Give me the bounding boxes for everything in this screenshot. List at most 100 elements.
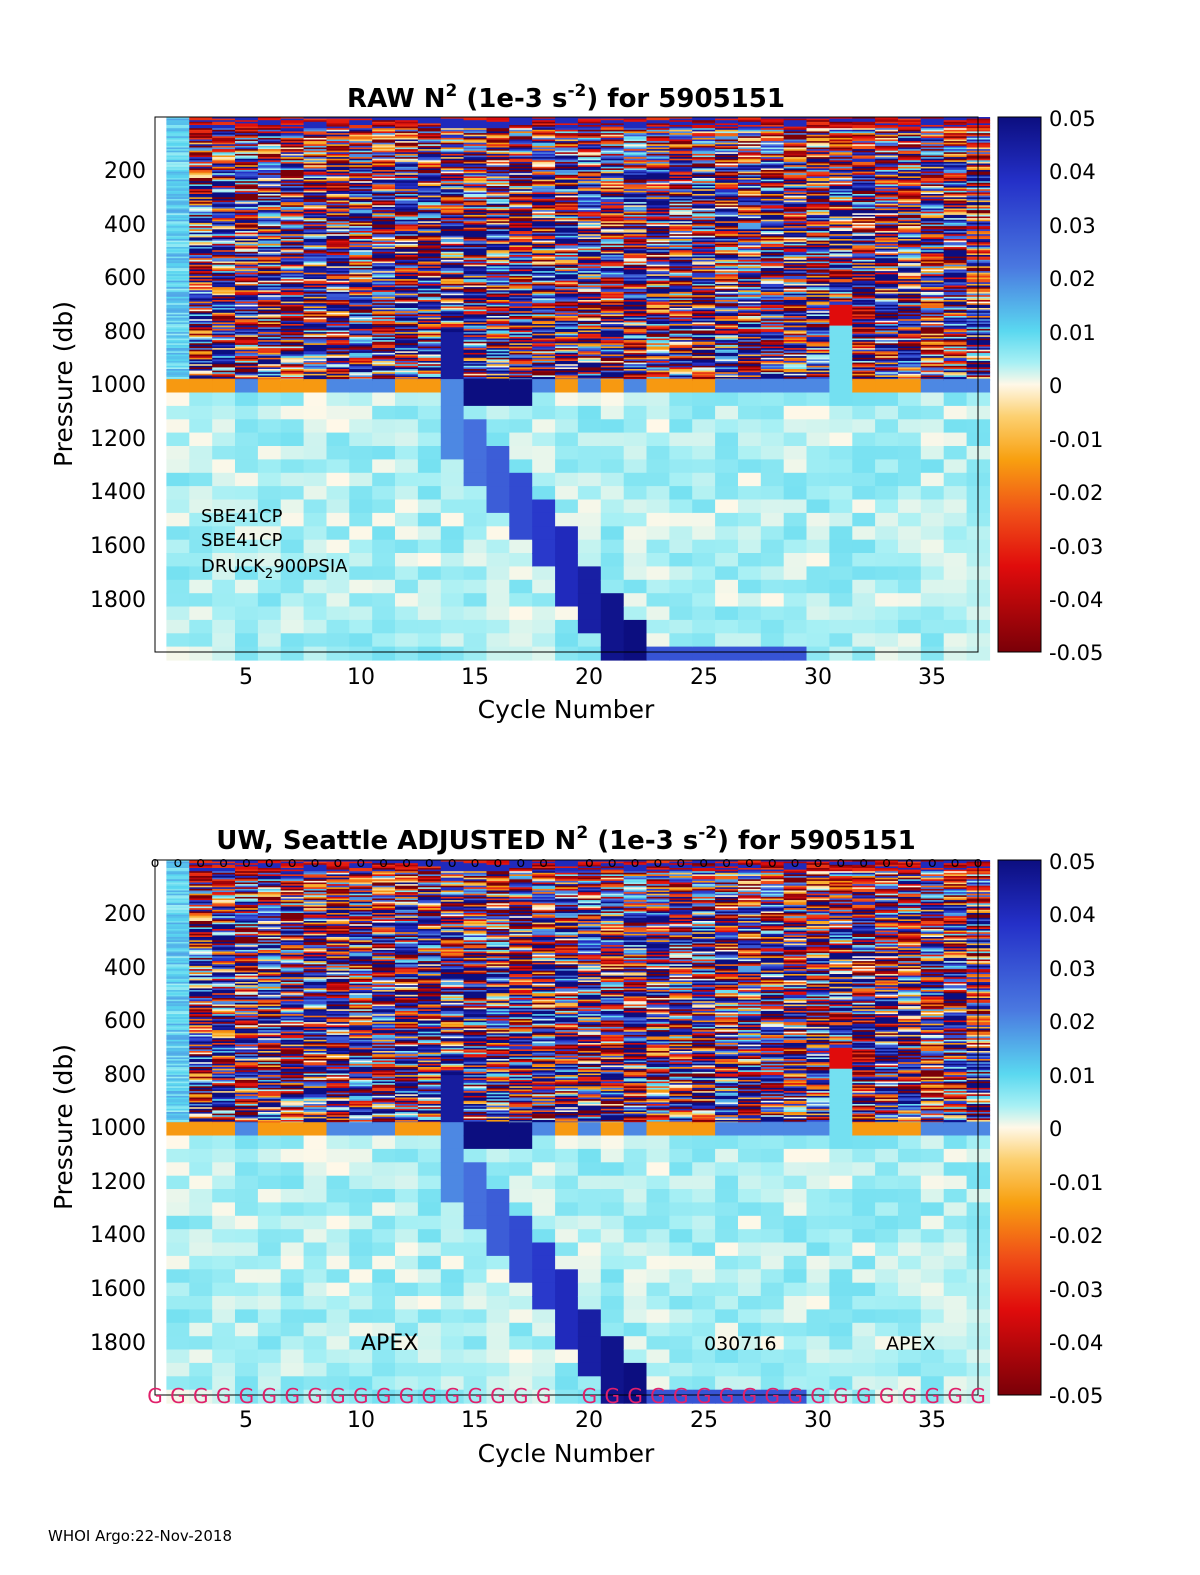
heat-cell <box>189 277 213 280</box>
heat-cell <box>486 186 510 189</box>
heat-cell <box>692 526 716 541</box>
heat-cell <box>600 308 625 311</box>
heat-cell <box>623 392 648 407</box>
heat-cell <box>440 136 465 139</box>
heat-cell <box>646 486 670 501</box>
heat-cell <box>440 234 465 237</box>
heat-cell <box>212 163 236 166</box>
heat-cell <box>372 184 396 187</box>
heat-cell <box>395 566 419 581</box>
heat-cell <box>738 133 762 136</box>
heat-cell <box>692 312 716 315</box>
heat-cell <box>326 282 350 285</box>
heat-cell <box>509 245 533 248</box>
heat-cell <box>189 405 213 420</box>
heat-cell <box>555 171 579 174</box>
heat-cell <box>669 142 693 145</box>
heat-cell <box>440 362 465 365</box>
heat-cell <box>669 231 693 234</box>
heat-cell <box>555 311 579 314</box>
heat-cell <box>600 293 625 296</box>
heat-cell <box>257 379 282 394</box>
heat-cell <box>349 364 373 367</box>
heat-cell <box>692 118 716 121</box>
heat-cell <box>555 213 579 216</box>
heat-cell <box>395 205 419 208</box>
heat-cell <box>212 165 236 168</box>
heat-cell <box>372 512 396 527</box>
heat-cell <box>623 179 648 182</box>
heat-cell <box>486 243 510 246</box>
heat-cell <box>440 147 465 150</box>
heat-cell <box>600 216 625 219</box>
heat-cell <box>760 231 785 234</box>
heat-cell <box>600 176 625 179</box>
heat-cell <box>463 370 488 373</box>
heat-cell <box>166 311 190 314</box>
heat-cell <box>600 361 625 364</box>
heat-cell <box>372 279 396 282</box>
heat-cell <box>349 208 373 211</box>
heat-cell <box>577 170 602 173</box>
heat-cell <box>760 235 785 238</box>
heat-cell <box>349 352 373 356</box>
heat-cell <box>486 158 510 161</box>
heat-cell <box>669 526 693 541</box>
heat-cell <box>509 317 533 320</box>
heat-cell <box>715 198 739 202</box>
heat-cell <box>440 357 465 360</box>
heat-cell <box>395 190 419 193</box>
heat-cell <box>532 150 556 153</box>
heat-cell <box>669 240 693 243</box>
heat-cell <box>257 357 282 360</box>
heat-cell <box>600 275 625 279</box>
heat-cell <box>646 237 670 240</box>
heat-cell <box>692 250 716 253</box>
heat-cell <box>738 134 762 137</box>
heat-cell <box>417 446 442 460</box>
heat-cell <box>509 161 533 165</box>
heat-cell <box>212 343 236 346</box>
heat-cell <box>532 351 556 354</box>
heat-cell <box>326 184 350 187</box>
heat-cell <box>738 361 762 364</box>
heat-cell <box>280 432 305 447</box>
heat-cell <box>577 232 602 235</box>
heat-cell <box>440 157 465 160</box>
heat-cell <box>715 255 739 258</box>
heat-cell <box>349 234 373 237</box>
heat-cell <box>532 266 556 269</box>
heat-cell <box>280 351 305 354</box>
heat-cell <box>532 335 556 338</box>
heat-cell <box>257 232 282 235</box>
heat-cell <box>349 267 373 271</box>
heat-cell <box>166 271 190 274</box>
heat-cell <box>692 264 716 267</box>
heat-cell <box>760 239 785 242</box>
heat-cell <box>166 343 190 346</box>
heat-cell <box>349 341 373 344</box>
heat-cell <box>577 147 602 150</box>
heat-cell <box>692 344 716 348</box>
heat-cell <box>349 335 373 338</box>
heat-cell <box>166 486 190 501</box>
heat-cell <box>280 243 305 246</box>
heat-cell <box>486 171 510 174</box>
heat-cell <box>463 319 488 322</box>
heat-cell <box>555 359 579 362</box>
heat-cell <box>326 365 350 368</box>
heat-cell <box>235 171 259 174</box>
heat-cell <box>326 472 350 487</box>
heat-cell <box>577 357 602 360</box>
heat-cell <box>440 129 465 132</box>
heat-cell <box>395 216 419 219</box>
heat-cell <box>463 362 488 365</box>
heat-cell <box>486 346 510 349</box>
heat-cell <box>486 174 510 177</box>
heat-cell <box>669 234 693 237</box>
heat-cell <box>486 317 510 320</box>
heat-cell <box>189 327 213 330</box>
heat-cell <box>257 343 282 346</box>
heat-cell <box>395 160 419 163</box>
heat-cell <box>235 231 259 234</box>
